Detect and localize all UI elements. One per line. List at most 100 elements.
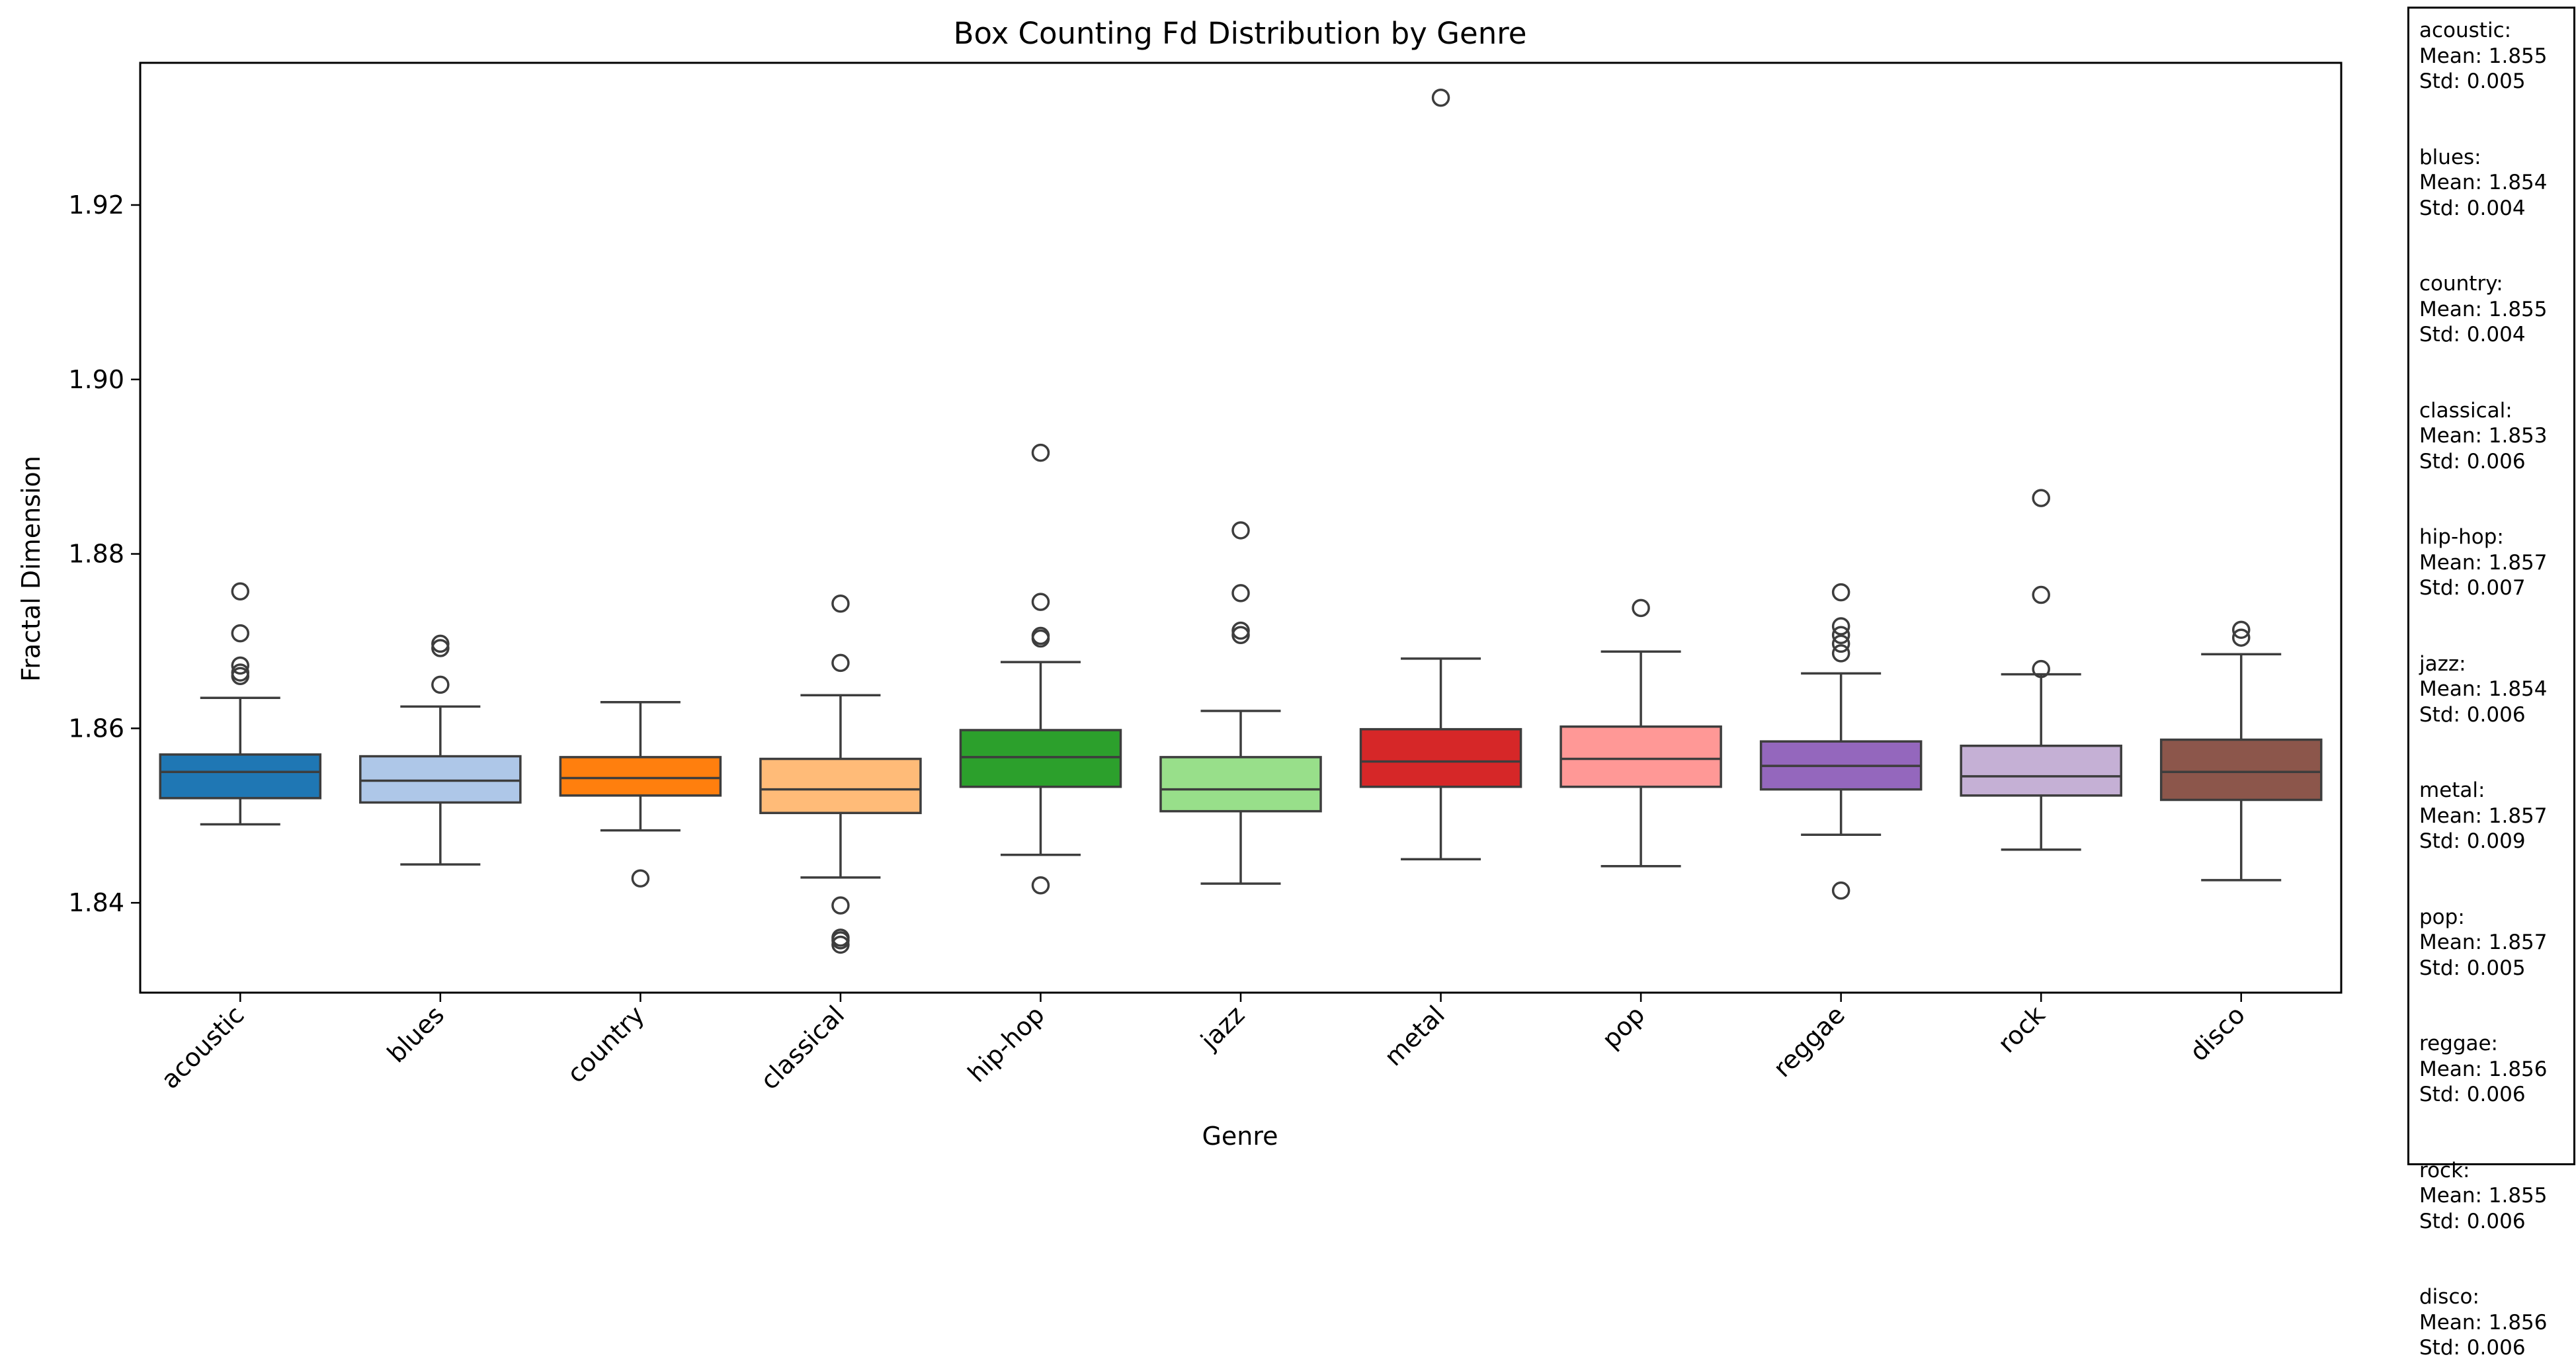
outlier-point-hip-hop bbox=[1031, 876, 1050, 895]
x-tick-label-reggae: reggae bbox=[1768, 1000, 1850, 1083]
outlier-point-disco bbox=[2231, 628, 2251, 647]
stats-genre-label: rock: bbox=[2419, 1158, 2470, 1182]
outlier-point-reggae bbox=[1831, 583, 1850, 602]
box-metal bbox=[1359, 727, 1522, 788]
outlier-point-blues bbox=[431, 639, 450, 657]
stats-block-classical: classical: Mean: 1.853 Std: 0.006 bbox=[2419, 398, 2573, 475]
outlier-point-acoustic bbox=[231, 624, 250, 643]
outlier-point-reggae bbox=[1831, 617, 1850, 636]
box-blues bbox=[359, 755, 522, 804]
outlier-point-rock bbox=[2032, 585, 2050, 604]
stats-mean-value: Mean: 1.857 bbox=[2419, 804, 2548, 828]
stats-mean-value: Mean: 1.854 bbox=[2419, 171, 2548, 194]
y-tick-label: 1.86 bbox=[68, 714, 124, 743]
stats-mean-value: Mean: 1.856 bbox=[2419, 1057, 2548, 1081]
stats-std-value: Std: 0.006 bbox=[2419, 702, 2526, 727]
x-tick-label-rock: rock bbox=[1992, 1000, 2050, 1058]
y-tick-label: 1.92 bbox=[68, 190, 124, 220]
x-tick-label-pop: pop bbox=[1597, 1000, 1651, 1054]
outlier-point-reggae bbox=[1831, 626, 1850, 644]
stats-genre-label: jazz: bbox=[2419, 651, 2466, 676]
stats-std-value: Std: 0.004 bbox=[2419, 196, 2526, 220]
box-hip-hop bbox=[959, 729, 1122, 788]
stats-std-value: Std: 0.006 bbox=[2419, 1209, 2526, 1233]
outlier-point-hip-hop bbox=[1031, 593, 1050, 611]
x-tick-label-jazz: jazz bbox=[1194, 1000, 1250, 1055]
stats-mean-value: Mean: 1.855 bbox=[2419, 297, 2548, 321]
stats-block-country: country: Mean: 1.855 Std: 0.004 bbox=[2419, 271, 2573, 348]
outlier-point-reggae bbox=[1831, 634, 1850, 653]
outlier-point-classical bbox=[831, 653, 850, 673]
stats-panel: acoustic: Mean: 1.855 Std: 0.005 blues: … bbox=[2407, 7, 2575, 1360]
box-rock bbox=[1960, 744, 2122, 797]
plot-frame bbox=[139, 62, 2343, 994]
stats-block-rock: rock: Mean: 1.855 Std: 0.006 bbox=[2419, 1158, 2573, 1235]
stats-std-value: Std: 0.009 bbox=[2419, 829, 2526, 853]
stats-std-value: Std: 0.007 bbox=[2419, 576, 2526, 600]
outlier-point-blues bbox=[431, 675, 450, 694]
stats-mean-value: Mean: 1.854 bbox=[2419, 677, 2548, 701]
box-plot-chart: Box Counting Fd Distribution by Genre Fr… bbox=[17, 16, 2343, 1151]
outlier-point-rock bbox=[2032, 659, 2050, 679]
outlier-point-jazz bbox=[1231, 584, 1250, 602]
box-country bbox=[559, 756, 722, 797]
outlier-point-reggae bbox=[1831, 644, 1850, 663]
outlier-point-acoustic bbox=[231, 656, 250, 675]
outlier-point-pop bbox=[1632, 598, 1650, 618]
stats-genre-label: hip-hop: bbox=[2419, 525, 2504, 549]
stats-block-pop: pop: Mean: 1.857 Std: 0.005 bbox=[2419, 905, 2573, 981]
outlier-point-hip-hop bbox=[1031, 629, 1050, 648]
box-classical bbox=[759, 757, 922, 815]
x-tick-label-disco: disco bbox=[2184, 1000, 2251, 1067]
stats-block-reggae: reggae: Mean: 1.856 Std: 0.006 bbox=[2419, 1031, 2573, 1108]
outlier-point-acoustic bbox=[231, 667, 250, 685]
stats-block-jazz: jazz: Mean: 1.854 Std: 0.006 bbox=[2419, 651, 2573, 728]
outlier-point-jazz bbox=[1231, 626, 1250, 644]
stats-std-value: Std: 0.006 bbox=[2419, 1083, 2526, 1106]
outlier-point-jazz bbox=[1231, 521, 1250, 540]
stats-block-acoustic: acoustic: Mean: 1.855 Std: 0.005 bbox=[2419, 18, 2573, 95]
stats-mean-value: Mean: 1.855 bbox=[2419, 1184, 2548, 1208]
stats-mean-value: Mean: 1.857 bbox=[2419, 930, 2548, 954]
outlier-point-disco bbox=[2231, 620, 2251, 639]
x-tick-label-blues: blues bbox=[382, 1000, 450, 1068]
y-tick-label: 1.84 bbox=[68, 888, 124, 917]
y-axis-label: Fractal Dimension bbox=[17, 456, 46, 682]
x-tick-label-acoustic: acoustic bbox=[155, 1000, 250, 1094]
stats-genre-label: acoustic: bbox=[2419, 19, 2512, 42]
outlier-point-country bbox=[631, 869, 650, 887]
outlier-point-classical bbox=[831, 935, 850, 954]
x-tick-label-hip-hop: hip-hop bbox=[962, 1000, 1050, 1088]
x-tick-label-metal: metal bbox=[1379, 1000, 1450, 1071]
stats-block-hip-hop: hip-hop: Mean: 1.857 Std: 0.007 bbox=[2419, 524, 2573, 601]
outlier-point-classical bbox=[831, 594, 850, 613]
stats-genre-label: disco: bbox=[2419, 1285, 2479, 1309]
stats-genre-label: reggae: bbox=[2419, 1032, 2499, 1055]
box-jazz bbox=[1159, 756, 1322, 813]
stats-block-metal: metal: Mean: 1.857 Std: 0.009 bbox=[2419, 778, 2573, 854]
outlier-point-classical bbox=[831, 896, 850, 915]
stats-std-value: Std: 0.006 bbox=[2419, 1336, 2526, 1360]
stats-block-disco: disco: Mean: 1.856 Std: 0.006 bbox=[2419, 1284, 2573, 1361]
x-tick-label-classical: classical bbox=[755, 1000, 850, 1095]
stats-block-blues: blues: Mean: 1.854 Std: 0.004 bbox=[2419, 145, 2573, 222]
stats-std-value: Std: 0.005 bbox=[2419, 956, 2526, 980]
box-disco bbox=[2159, 738, 2323, 802]
stats-genre-label: country: bbox=[2419, 272, 2503, 296]
y-tick-label: 1.88 bbox=[68, 540, 124, 569]
stats-mean-value: Mean: 1.856 bbox=[2419, 1310, 2548, 1335]
stats-std-value: Std: 0.005 bbox=[2419, 69, 2526, 93]
stats-mean-value: Mean: 1.855 bbox=[2419, 44, 2548, 68]
outlier-point-metal bbox=[1431, 89, 1450, 107]
stats-genre-label: classical: bbox=[2419, 398, 2513, 423]
outlier-point-reggae bbox=[1831, 881, 1850, 900]
stats-genre-label: metal: bbox=[2419, 778, 2485, 802]
stats-genre-label: pop: bbox=[2419, 905, 2465, 929]
chart-title: Box Counting Fd Distribution by Genre bbox=[954, 16, 1527, 51]
stats-mean-value: Mean: 1.853 bbox=[2419, 424, 2548, 448]
outlier-point-hip-hop bbox=[1031, 443, 1050, 462]
stats-mean-value: Mean: 1.857 bbox=[2419, 550, 2548, 575]
stats-genre-label: blues: bbox=[2419, 145, 2481, 169]
box-pop bbox=[1559, 725, 1722, 788]
x-axis-label: Genre bbox=[1202, 1122, 1278, 1151]
